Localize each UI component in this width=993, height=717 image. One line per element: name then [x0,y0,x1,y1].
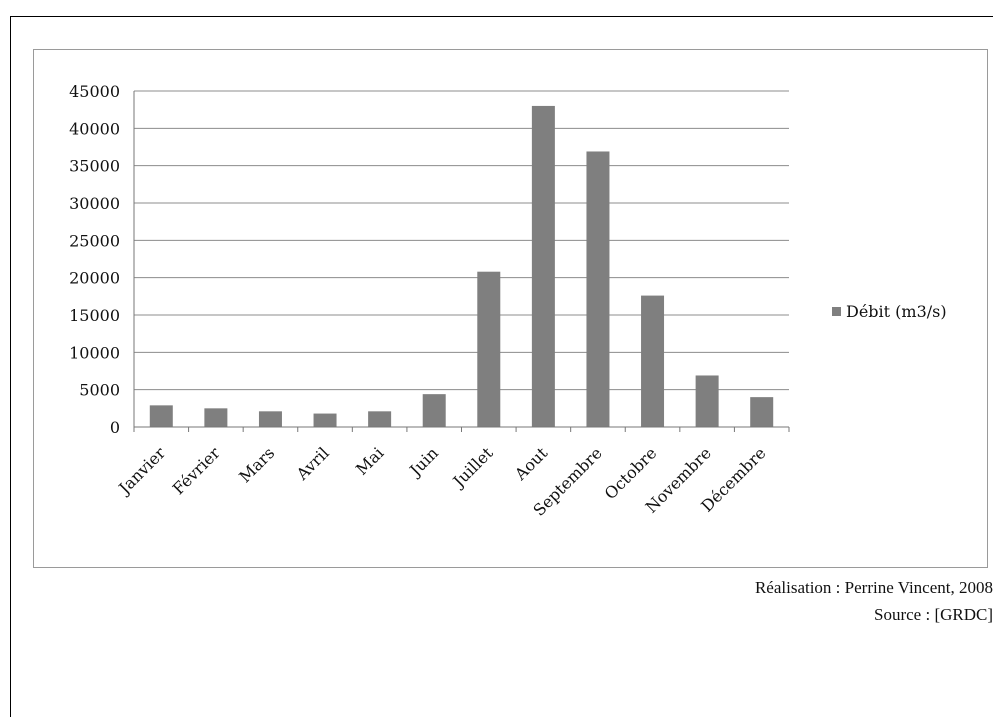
bar [586,151,610,427]
legend: Débit (m3/s) [832,302,947,321]
bar [641,295,665,427]
x-tick-label: Juin [404,443,442,481]
y-tick-label: 30000 [69,194,120,213]
bar [695,375,719,427]
chart-container: 0 5000 10000 15000 20000 25000 30000 35000 40000… [33,49,988,568]
legend-label: Débit (m3/s) [846,302,947,321]
x-tick-label: Avril [292,443,333,484]
bar [313,413,337,427]
source-credit: Source : [GRDC] [874,605,993,624]
gridlines [134,90,789,391]
bar [531,105,555,427]
bar [368,411,392,427]
bars [149,105,774,427]
x-tick-label: Janvier [114,443,170,499]
axes [133,91,790,432]
bar [149,405,173,427]
y-tick-label: 40000 [69,119,120,138]
bar-chart: 0 5000 10000 15000 20000 25000 30000 35000 40000… [69,82,947,520]
realisation-credit: Réalisation : Perrine Vincent, 2008 [754,578,993,597]
x-tick-label: Mars [235,443,278,486]
y-tick-label: 5000 [79,381,120,400]
y-tick-label: 35000 [69,157,120,176]
bar [422,394,446,427]
y-tick-label: 10000 [69,343,120,362]
legend-swatch [832,307,841,316]
bar [204,408,228,427]
x-tick-label: Mai [352,443,387,478]
y-tick-label: 25000 [69,231,120,250]
y-tick-label: 45000 [69,82,120,101]
bar [750,397,774,427]
y-tick-label: 15000 [69,306,120,325]
x-tick-label: Février [169,443,224,498]
x-tick-label: Juillet [448,443,497,492]
x-tick-label: Aout [510,443,551,484]
bar [258,411,282,427]
y-tick-label: 20000 [69,269,120,288]
y-tick-labels: 0 5000 10000 15000 20000 25000 30000 35000 40000… [69,82,120,437]
figure-frame [10,16,993,717]
bar [477,271,501,427]
x-tick-labels: Janvier Février Mars Avril Mai Juin Juillet Aou… [114,443,770,520]
y-tick-label: 0 [110,418,120,437]
